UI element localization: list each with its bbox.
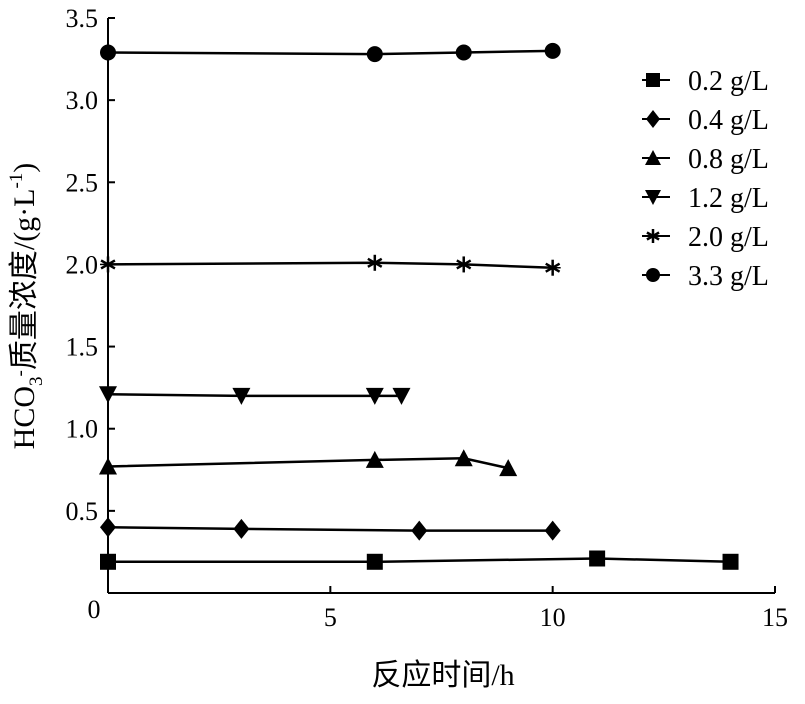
legend-item: 0.2 g/L: [642, 66, 769, 97]
data-point-star: [366, 254, 383, 271]
series-star: [100, 254, 561, 276]
x-tick-label: 5: [324, 603, 337, 632]
data-point-triangle-up: [365, 450, 384, 468]
data-point-triangle-up: [454, 449, 473, 467]
legend-item: 1.2 g/L: [642, 183, 769, 214]
data-point-diamond: [544, 520, 561, 541]
series-line: [107, 457, 509, 470]
legend-label: 2.0 g/L: [688, 222, 769, 253]
y-tick-label: 2.0: [66, 250, 99, 279]
series-line: [107, 261, 553, 269]
y-axis-title-part: ): [8, 163, 41, 173]
y-axis-title-part: 3: [26, 376, 47, 386]
legend-label: 3.3 g/L: [688, 261, 769, 292]
x-tick-label: 10: [540, 603, 566, 632]
data-point-triangle-down: [99, 386, 117, 404]
legend-item: 0.4 g/L: [642, 105, 769, 136]
data-point-circle: [646, 268, 660, 282]
data-point-diamond: [233, 518, 250, 539]
data-point-star: [646, 229, 660, 243]
legend-item: 2.0 g/L: [642, 222, 769, 253]
series-line: [107, 49, 553, 56]
x-tick-label: 15: [762, 603, 788, 632]
data-point-star: [100, 256, 116, 273]
series-line: [108, 557, 731, 564]
y-tick-label: 1.0: [66, 415, 99, 444]
series-diamond: [100, 517, 561, 541]
data-point-triangle-down: [232, 387, 251, 405]
legend-label: 0.4 g/L: [688, 105, 769, 136]
data-point-circle: [544, 42, 561, 59]
data-point-square: [646, 73, 660, 87]
legend: 0.2 g/L 0.4 g/L 0.8 g/L 1.2 g/L 2.0 g/L 3.3 g…: [642, 66, 769, 292]
axes: 0.5 1.0 1.5 2.0 2.5 3.0 3.5 5 10 15 0: [66, 4, 789, 632]
data-point-circle: [455, 44, 472, 61]
y-axis-title-part: HCO: [8, 386, 41, 449]
data-point-square: [366, 553, 383, 570]
data-point-triangle-down: [392, 387, 411, 405]
y-tick-label: 3.5: [66, 4, 99, 33]
data-point-square: [722, 553, 739, 570]
y-axis-title-part: 质量浓度/(g·L: [8, 189, 41, 371]
y-tick-label: 1.5: [66, 333, 99, 362]
data-point-diamond: [411, 520, 428, 541]
data-point-triangle-up: [99, 457, 117, 475]
data-point-circle: [366, 46, 383, 63]
y-axis-title: HCO3-质量浓度/(g·L-1): [6, 163, 47, 450]
series-circle: [100, 42, 561, 63]
series-triangle-up: [99, 449, 518, 477]
legend-label: 0.8 g/L: [688, 144, 769, 175]
data-point-square: [589, 550, 606, 567]
origin-tick-label: 0: [88, 595, 101, 624]
y-axis-title-part: -: [10, 370, 31, 376]
y-tick-label: 0.5: [66, 497, 99, 526]
legend-item: 3.3 g/L: [642, 261, 769, 292]
y-tick-label: 2.5: [66, 168, 99, 197]
legend-label: 0.2 g/L: [688, 66, 769, 97]
data-point-diamond: [646, 110, 660, 128]
x-axis-title: 反应时间/h: [371, 659, 514, 692]
series-line: [107, 526, 553, 532]
data-point-square: [100, 553, 116, 570]
data-point-triangle-down: [365, 387, 384, 405]
series-square: [100, 550, 739, 570]
data-point-diamond: [100, 517, 116, 538]
data-point-circle: [100, 44, 116, 61]
series-triangle-down: [99, 386, 411, 405]
legend-label: 1.2 g/L: [688, 183, 769, 214]
data-series: [99, 42, 739, 570]
y-tick-label: 3.0: [66, 86, 99, 115]
series-line: [107, 392, 402, 398]
data-point-triangle-up: [645, 150, 661, 165]
data-point-triangle-up: [499, 459, 518, 477]
legend-item: 0.8 g/L: [642, 144, 769, 175]
y-axis-title-part: -1: [6, 173, 27, 189]
data-point-star: [455, 256, 472, 273]
data-point-star: [544, 259, 561, 276]
data-point-triangle-down: [645, 190, 661, 205]
